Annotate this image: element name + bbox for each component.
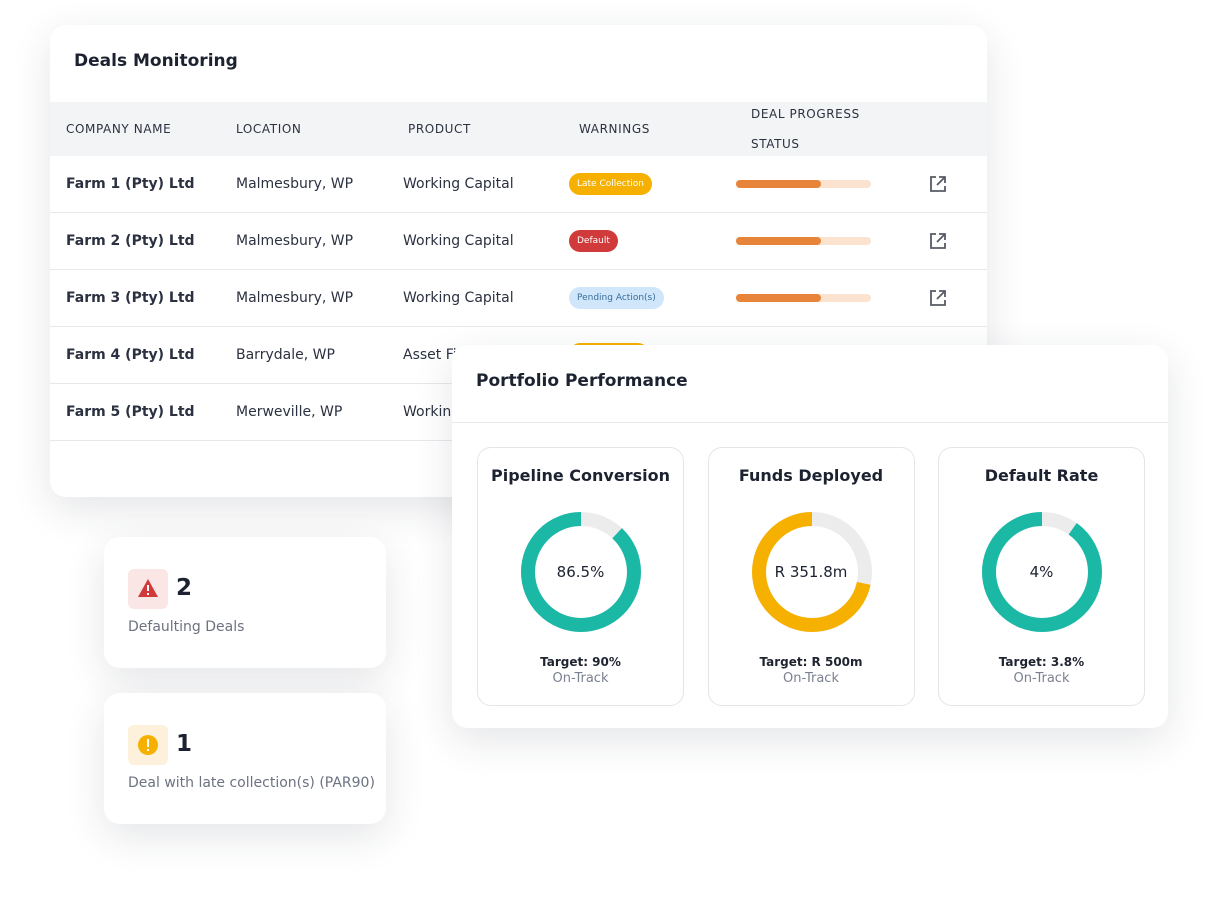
warning-icon — [128, 569, 168, 609]
product: Working Capital — [403, 233, 514, 249]
divider — [452, 422, 1168, 423]
metric-value: 86.5% — [556, 563, 605, 581]
column-header: COMPANY NAME — [66, 122, 172, 136]
metric-status: On-Track — [552, 671, 609, 686]
open-link-icon[interactable] — [928, 174, 948, 194]
metric-status: On-Track — [1013, 671, 1070, 686]
location: Malmesbury, WP — [236, 233, 354, 249]
product: Working Capital — [403, 290, 514, 306]
column-header: WARNINGS — [579, 122, 650, 136]
progress-fill — [736, 294, 821, 302]
stat-card: 2 Defaulting Deals — [104, 537, 386, 668]
company-name: Farm 5 (Pty) Ltd — [66, 404, 195, 420]
progress-fill — [736, 237, 821, 245]
open-link-icon[interactable] — [928, 231, 948, 251]
metric-value: R 351.8m — [774, 563, 848, 581]
row-divider — [50, 269, 987, 270]
open-link-icon[interactable] — [928, 288, 948, 308]
portfolio-title: Portfolio Performance — [476, 371, 688, 391]
column-header: DEAL PROGRESS — [751, 107, 860, 121]
company-name: Farm 4 (Pty) Ltd — [66, 347, 195, 363]
table-header — [50, 102, 987, 156]
row-divider — [50, 212, 987, 213]
stat-label: Defaulting Deals — [128, 619, 245, 635]
column-header: PRODUCT — [408, 122, 471, 136]
stat-label: Deal with late collection(s) (PAR90) — [128, 775, 375, 791]
company-name: Farm 2 (Pty) Ltd — [66, 233, 195, 249]
column-header: STATUS — [751, 137, 800, 151]
metric-card: Default Rate 4% Target: 3.8% On-Track — [938, 447, 1145, 706]
alert-icon — [128, 725, 168, 765]
metric-title: Default Rate — [984, 466, 1099, 485]
company-name: Farm 3 (Pty) Ltd — [66, 290, 195, 306]
location: Malmesbury, WP — [236, 290, 354, 306]
deals-title: Deals Monitoring — [74, 51, 238, 71]
column-header: LOCATION — [236, 122, 302, 136]
metric-title: Pipeline Conversion — [491, 466, 670, 485]
metric-target: Target: R 500m — [759, 655, 863, 669]
location: Barrydale, WP — [236, 347, 335, 363]
metric-target: Target: 3.8% — [998, 655, 1085, 669]
product: Working Capital — [403, 176, 514, 192]
metric-title: Funds Deployed — [738, 466, 884, 485]
progress-fill — [736, 180, 821, 188]
warning-badge: Pending Action(s) — [569, 287, 664, 309]
portfolio-card: Portfolio Performance Pipeline Conversio… — [452, 345, 1168, 728]
stat-card: 1 Deal with late collection(s) (PAR90) — [104, 693, 386, 824]
metric-card: Funds Deployed R 351.8m Target: R 500m On-T… — [707, 447, 915, 706]
metric-value: 4% — [1029, 563, 1054, 581]
warning-badge: Late Collection — [569, 173, 652, 195]
metric-card: Pipeline Conversion 86.5% Target: 90% On-Tr… — [477, 447, 684, 706]
metric-target: Target: 90% — [540, 655, 621, 669]
location: Merweville, WP — [236, 404, 343, 420]
warning-badge: Default — [569, 230, 618, 252]
row-divider — [50, 326, 987, 327]
company-name: Farm 1 (Pty) Ltd — [66, 176, 195, 192]
location: Malmesbury, WP — [236, 176, 354, 192]
stat-value: 1 — [176, 731, 193, 757]
stat-value: 2 — [176, 575, 193, 601]
metric-status: On-Track — [783, 671, 839, 686]
